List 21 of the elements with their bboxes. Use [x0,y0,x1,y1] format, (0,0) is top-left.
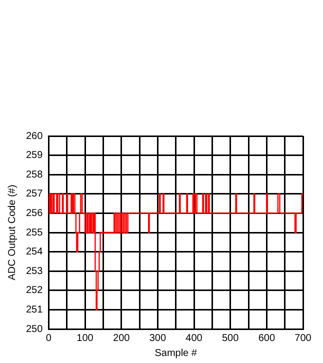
x-tick-label: 300 [149,332,166,344]
x-tick-label: 100 [76,332,94,344]
x-tick-label: 200 [113,332,130,344]
y-tick-label: 250 [26,324,44,335]
y-tick-label: 253 [26,266,44,277]
y-tick-label: 257 [26,188,44,200]
x-tick-label: 0 [46,332,52,344]
x-tick-label: 400 [186,332,203,344]
y-tick-label: 255 [26,227,44,238]
x-tick-label: 600 [258,332,276,344]
x-axis-title: Sample # [154,348,198,359]
y-tick-label: 251 [26,304,44,316]
y-tick-label: 259 [26,150,44,162]
y-tick-label: 252 [26,285,44,296]
y-tick-label: 260 [26,130,44,142]
y-tick-label: 258 [26,169,44,180]
y-tick-label: 254 [26,246,44,258]
x-tick-label: 700 [294,332,312,344]
y-axis-title: ADC Output Code (#) [6,184,18,280]
y-tick-label: 256 [26,208,44,219]
x-tick-label: 500 [222,332,240,344]
